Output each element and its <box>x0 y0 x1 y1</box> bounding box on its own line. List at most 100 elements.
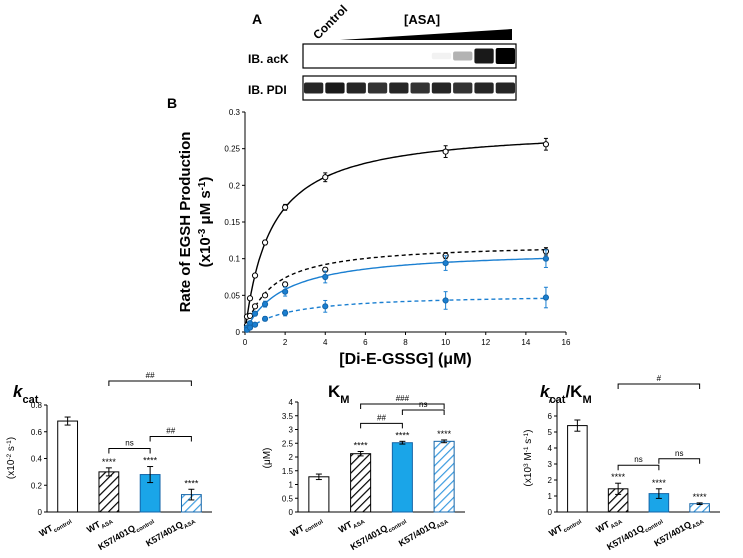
category-label: WTASA <box>337 513 367 538</box>
x-tick-label: 10 <box>441 338 450 347</box>
y-tick-label: 0.8 <box>31 401 43 410</box>
y-axis-label: (x10-2 s-1) <box>6 437 18 479</box>
concentration-wedge <box>340 29 512 40</box>
x-tick-label: 8 <box>403 338 408 347</box>
y-tick-label: 1 <box>289 481 294 490</box>
data-point <box>246 295 254 302</box>
y-tick-label: 0.5 <box>282 494 294 503</box>
y-tick-label: 0 <box>236 328 241 337</box>
comparison-label: ns <box>634 455 642 464</box>
blot-band <box>346 82 366 94</box>
chart-title: KM <box>328 382 349 406</box>
data-point <box>282 309 289 317</box>
blot-band <box>431 52 452 60</box>
y-tick-label: 6 <box>548 412 553 421</box>
blot-band <box>431 82 452 94</box>
blot-band <box>474 82 494 94</box>
comparison-bracket <box>108 448 151 454</box>
data-point <box>261 292 269 299</box>
data-point <box>542 255 550 262</box>
category-label: WTASA <box>85 513 115 538</box>
blot-band <box>495 48 515 64</box>
blot-band <box>304 82 324 94</box>
y-tick-label: 5 <box>548 428 553 437</box>
y-axis-label: (μM) <box>262 448 273 469</box>
x-tick-label: 16 <box>562 338 571 347</box>
comparison-label: # <box>657 374 662 383</box>
blot-band <box>410 82 430 94</box>
data-point <box>322 303 329 310</box>
significance-stars: **** <box>395 430 410 440</box>
significance-stars: **** <box>611 472 626 482</box>
x-tick-label: 0 <box>243 338 248 347</box>
category-label: K57/401Qcontrol <box>349 513 409 555</box>
panel-a: A Control [ASA] IB. acK IB. PDI <box>248 2 517 101</box>
y-tick-label: 0.1 <box>229 255 241 264</box>
y-tick-label: 0.4 <box>31 455 43 464</box>
y-tick-label: 0 <box>548 508 553 517</box>
comparison-bracket <box>658 458 701 464</box>
comparison-label: ## <box>146 371 155 380</box>
data-point <box>246 312 254 319</box>
y-tick-label: 3 <box>548 460 553 469</box>
data-point <box>542 141 550 148</box>
y-tick-label: 3.5 <box>282 412 294 421</box>
comparison-label: ## <box>377 413 386 422</box>
blot-band <box>474 48 494 64</box>
y-tick-label: 0.2 <box>31 481 43 490</box>
fit-curve-series-2 <box>244 257 546 333</box>
significance-stars: **** <box>693 492 708 502</box>
y-axis-label-line2: (x10-3 μM s-1) <box>197 177 215 268</box>
category-label: K57/401Qcontrol <box>96 513 156 555</box>
blot-label-pdi: IB. PDI <box>248 83 287 97</box>
category-label: K57/401QASA <box>397 513 450 551</box>
bar-WTcontrol <box>308 476 330 513</box>
data-point <box>322 273 329 281</box>
data-point <box>442 259 449 267</box>
data-point <box>251 303 259 310</box>
chart-title: kcat/KM <box>540 382 592 406</box>
blot-band <box>495 82 515 94</box>
significance-stars: **** <box>184 478 199 488</box>
x-tick-label: 12 <box>481 338 490 347</box>
y-tick-label: 0.05 <box>224 291 240 300</box>
km-chart: 0 0.5 1 1.5 2 2.5 3 3.5 4 WTcontrol **** WTASA **** K… <box>262 382 465 555</box>
y-tick-label: 0.2 <box>229 181 241 190</box>
bar-WTASA <box>98 471 120 513</box>
kcat-km-chart: 0 1 2 3 4 5 6 7 WTcontrol **** WTASA **** K57/401Qco… <box>523 374 720 555</box>
category-label: WTASA <box>594 513 624 538</box>
y-tick-label: 2 <box>289 453 294 462</box>
bar-WTcontrol <box>57 420 79 513</box>
data-point <box>542 294 550 301</box>
data-point <box>442 148 449 155</box>
comparison-bracket <box>617 383 701 389</box>
y-tick-label: 1.5 <box>282 467 294 476</box>
y-tick-label: 2 <box>548 476 553 485</box>
control-lane-label: Control <box>310 2 350 42</box>
comparison-label: ## <box>166 427 175 436</box>
chart-title: kcat <box>13 382 39 406</box>
y-tick-label: 3 <box>289 426 294 435</box>
category-label: K57/401Qcontrol <box>605 513 665 555</box>
x-tick-label: 6 <box>363 338 368 347</box>
data-point <box>251 310 259 317</box>
blot-band <box>453 51 473 61</box>
data-point <box>322 174 329 181</box>
data-point <box>251 272 259 279</box>
y-tick-label: 4 <box>548 444 553 453</box>
data-point <box>246 324 254 331</box>
significance-stars: **** <box>102 457 117 467</box>
comparison-label: ns <box>675 449 683 458</box>
data-point <box>261 315 269 322</box>
fit-curve-series-3 <box>244 297 546 333</box>
significance-stars: **** <box>354 441 369 451</box>
panel-a-label: A <box>252 11 262 27</box>
category-label: WTcontrol <box>547 513 583 541</box>
bar-K57/401Qcontrol <box>391 442 413 513</box>
data-point <box>282 204 289 211</box>
comparison-bracket <box>617 464 660 471</box>
category-label: WTcontrol <box>37 513 73 541</box>
significance-stars: **** <box>652 478 667 488</box>
y-tick-label: 2.5 <box>282 439 294 448</box>
